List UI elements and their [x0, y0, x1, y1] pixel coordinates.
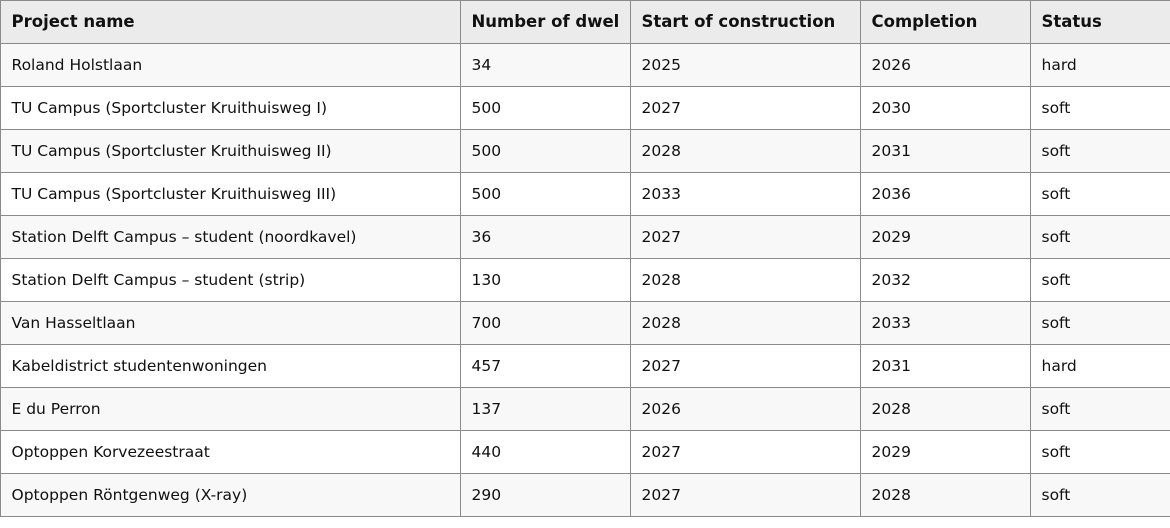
- table-cell: Roland Holstlaan: [0, 42, 461, 87]
- table-cell: hard: [1029, 42, 1170, 87]
- table-cell: TU Campus (Sportcluster Kruithuisweg II): [0, 128, 461, 173]
- table-cell: 2028: [629, 300, 861, 345]
- column-header: Number of dwel: [459, 0, 631, 44]
- table-row: Station Delft Campus – student (strip) 13…: [0, 257, 1170, 302]
- table-cell: Optoppen Korvezeestraat: [0, 429, 461, 474]
- table-cell: 2031: [859, 128, 1031, 173]
- table-cell: 500: [459, 171, 631, 216]
- column-header: Status: [1029, 0, 1170, 44]
- table-cell: 2027: [629, 343, 861, 388]
- data-table: Project name Number of dwel Start of const…: [0, 0, 1170, 517]
- table-cell: soft: [1029, 300, 1170, 345]
- table-row: Optoppen Korvezeestraat 440 2027 2029 soft: [0, 429, 1170, 474]
- column-header: Completion: [859, 0, 1031, 44]
- table-row: TU Campus (Sportcluster Kruithuisweg II)…: [0, 128, 1170, 173]
- table-cell: 2027: [629, 429, 861, 474]
- table-cell: Station Delft Campus – student (strip): [0, 257, 461, 302]
- table-row: TU Campus (Sportcluster Kruithuisweg I) 5…: [0, 85, 1170, 130]
- table-cell: Station Delft Campus – student (noordkav…: [0, 214, 461, 259]
- table-cell: 2031: [859, 343, 1031, 388]
- table-cell: 137: [459, 386, 631, 431]
- table-cell: 2036: [859, 171, 1031, 216]
- table-cell: Van Hasseltlaan: [0, 300, 461, 345]
- table-cell: hard: [1029, 343, 1170, 388]
- table-cell: soft: [1029, 429, 1170, 474]
- table-row: E du Perron 137 2026 2028 soft: [0, 386, 1170, 431]
- table-row: Station Delft Campus – student (noordkav…: [0, 214, 1170, 259]
- table-row: TU Campus (Sportcluster Kruithuisweg III…: [0, 171, 1170, 216]
- table-cell: 36: [459, 214, 631, 259]
- table-row: Kabeldistrict studentenwoningen 457 2027 20…: [0, 343, 1170, 388]
- table-body: Roland Holstlaan 34 2025 2026 hard TU Campus …: [0, 42, 1170, 517]
- table-cell: 2030: [859, 85, 1031, 130]
- table-cell: 34: [459, 42, 631, 87]
- table-cell: soft: [1029, 85, 1170, 130]
- header-row: Project name Number of dwel Start of const…: [0, 0, 1170, 44]
- table-cell: soft: [1029, 257, 1170, 302]
- table-row: Roland Holstlaan 34 2025 2026 hard: [0, 42, 1170, 87]
- table-cell: 2027: [629, 85, 861, 130]
- table-cell: 2028: [859, 472, 1031, 517]
- table-cell: 2028: [629, 128, 861, 173]
- table-cell: 2027: [629, 472, 861, 517]
- table-cell: 290: [459, 472, 631, 517]
- table-cell: 500: [459, 128, 631, 173]
- table-cell: 2032: [859, 257, 1031, 302]
- table-cell: 457: [459, 343, 631, 388]
- table-cell: 2033: [629, 171, 861, 216]
- table-cell: soft: [1029, 171, 1170, 216]
- table-cell: 700: [459, 300, 631, 345]
- table-row: Optoppen Röntgenweg (X-ray) 290 2027 2028 so…: [0, 472, 1170, 517]
- table-cell: Kabeldistrict studentenwoningen: [0, 343, 461, 388]
- table-cell: soft: [1029, 128, 1170, 173]
- table-cell: E du Perron: [0, 386, 461, 431]
- table-cell: 440: [459, 429, 631, 474]
- table-cell: 2029: [859, 214, 1031, 259]
- column-header: Project name: [0, 0, 461, 44]
- table-cell: Optoppen Röntgenweg (X-ray): [0, 472, 461, 517]
- table-cell: 2028: [629, 257, 861, 302]
- table-cell: 130: [459, 257, 631, 302]
- table-cell: 2027: [629, 214, 861, 259]
- table-cell: TU Campus (Sportcluster Kruithuisweg I): [0, 85, 461, 130]
- table-cell: soft: [1029, 386, 1170, 431]
- table-cell: TU Campus (Sportcluster Kruithuisweg III…: [0, 171, 461, 216]
- table-cell: 2028: [859, 386, 1031, 431]
- column-header: Start of construction: [629, 0, 861, 44]
- table-cell: 2025: [629, 42, 861, 87]
- table-cell: soft: [1029, 472, 1170, 517]
- table-cell: 2026: [629, 386, 861, 431]
- table-cell: 2029: [859, 429, 1031, 474]
- table-cell: soft: [1029, 214, 1170, 259]
- table-cell: 2026: [859, 42, 1031, 87]
- table-header: Project name Number of dwel Start of const…: [0, 0, 1170, 44]
- table-row: Van Hasseltlaan 700 2028 2033 soft: [0, 300, 1170, 345]
- table-cell: 2033: [859, 300, 1031, 345]
- table-cell: 500: [459, 85, 631, 130]
